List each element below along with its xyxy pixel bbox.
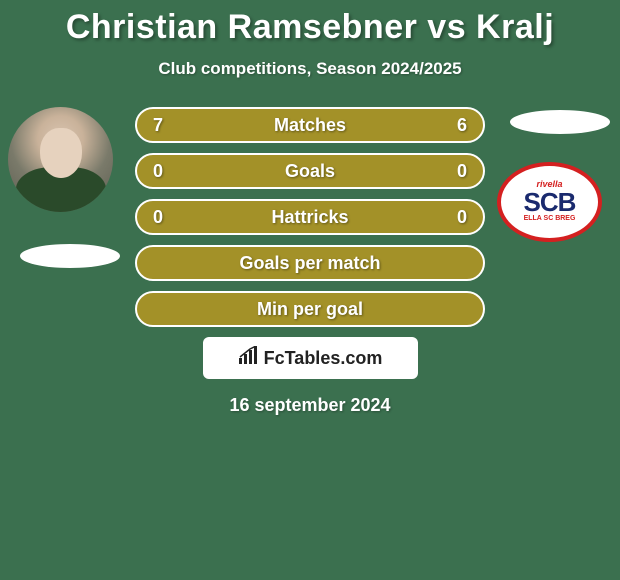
subtitle: Club competitions, Season 2024/2025	[0, 59, 620, 79]
stat-label: Hattricks	[271, 207, 348, 228]
stat-left-value: 0	[153, 161, 163, 182]
club-logo-bottom-text: ELLA SC BREG	[524, 215, 576, 222]
stat-label: Goals	[285, 161, 335, 182]
stats-column: 7 Matches 6 0 Goals 0 0 Hattricks 0 Goal…	[135, 107, 485, 327]
club-logo-main-text: SCB	[524, 189, 576, 215]
player-left-flag	[20, 244, 120, 268]
player-right-flag	[510, 110, 610, 134]
brand-badge: FcTables.com	[203, 337, 418, 379]
stat-label: Matches	[274, 115, 346, 136]
comparison-area: rivella SCB ELLA SC BREG 7 Matches 6 0 G…	[0, 107, 620, 416]
stat-label: Goals per match	[239, 253, 380, 274]
stat-left-value: 7	[153, 115, 163, 136]
stat-row-min-per-goal: Min per goal	[135, 291, 485, 327]
stat-label: Min per goal	[257, 299, 363, 320]
bar-chart-icon	[238, 346, 260, 371]
date-text: 16 september 2024	[0, 395, 620, 416]
stat-row-matches: 7 Matches 6	[135, 107, 485, 143]
stat-row-hattricks: 0 Hattricks 0	[135, 199, 485, 235]
stat-row-goals: 0 Goals 0	[135, 153, 485, 189]
page-title: Christian Ramsebner vs Kralj	[0, 0, 620, 47]
stat-right-value: 0	[457, 161, 467, 182]
player-left-photo	[8, 107, 113, 212]
stat-right-value: 0	[457, 207, 467, 228]
stat-row-goals-per-match: Goals per match	[135, 245, 485, 281]
player-right-club-logo: rivella SCB ELLA SC BREG	[497, 162, 602, 242]
stat-right-value: 6	[457, 115, 467, 136]
brand-text: FcTables.com	[264, 348, 383, 369]
stat-left-value: 0	[153, 207, 163, 228]
